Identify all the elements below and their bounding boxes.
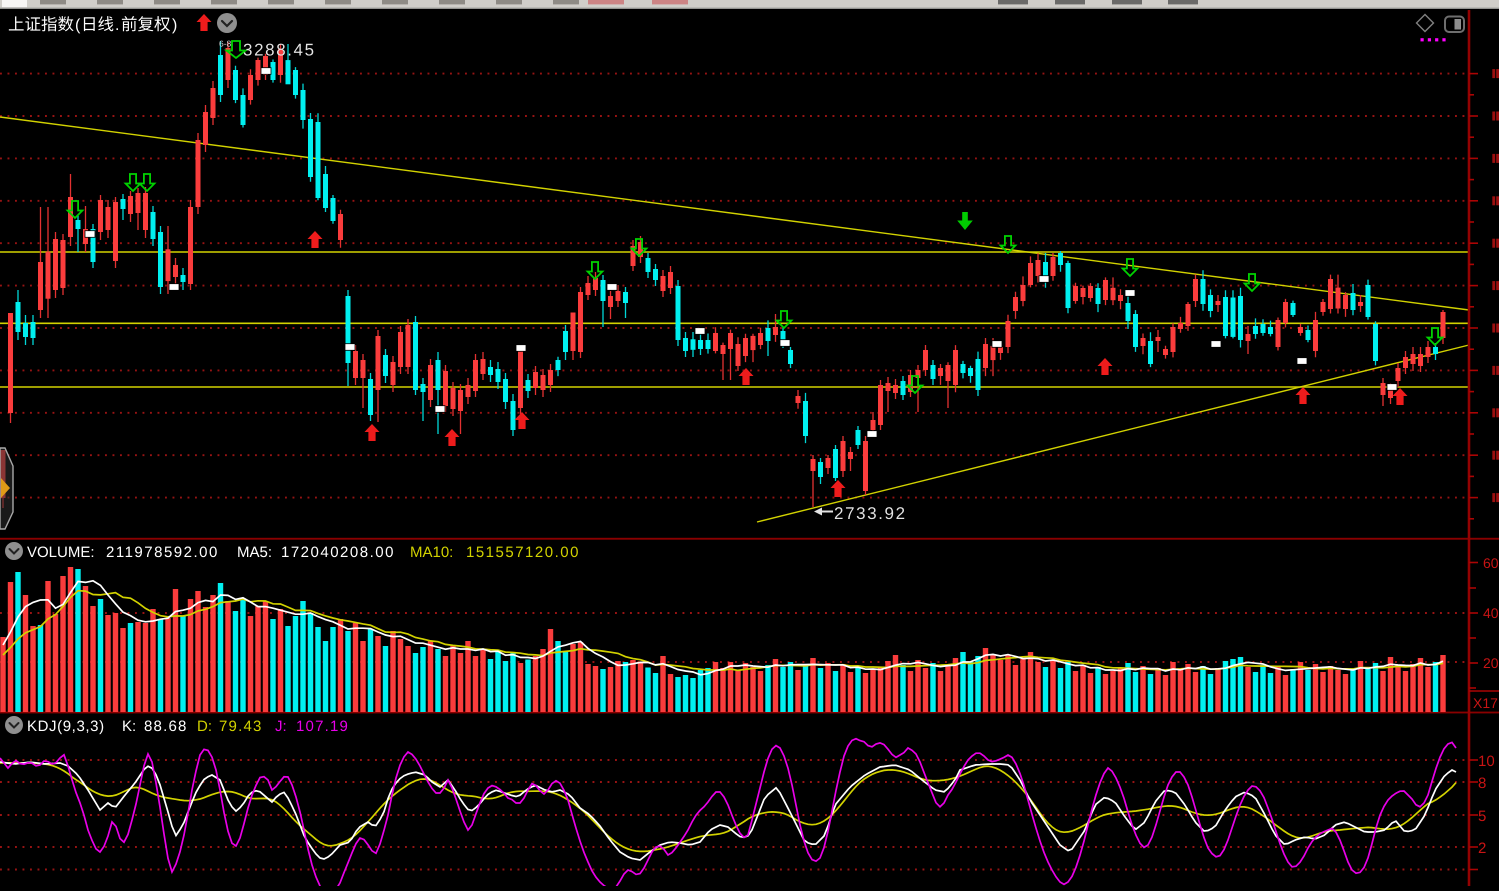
- svg-text:X17: X17: [1473, 695, 1498, 711]
- svg-text:88.68: 88.68: [144, 718, 188, 735]
- svg-text:6-8: 6-8: [219, 39, 232, 49]
- svg-text:D:: D:: [197, 718, 212, 735]
- svg-text:172040208.00: 172040208.00: [281, 544, 395, 561]
- svg-text:107.19: 107.19: [296, 718, 349, 735]
- svg-text:10: 10: [1478, 753, 1495, 770]
- svg-text:5: 5: [1478, 808, 1486, 825]
- svg-text:60: 60: [1483, 555, 1499, 571]
- svg-text:K:: K:: [122, 718, 136, 735]
- svg-text:VOLUME:: VOLUME:: [27, 544, 95, 561]
- svg-text:40: 40: [1483, 605, 1499, 621]
- svg-text:): ): [172, 17, 177, 34]
- svg-text:8: 8: [1478, 775, 1486, 792]
- svg-text:J:: J:: [275, 718, 287, 735]
- svg-text:MA5:: MA5:: [237, 544, 272, 561]
- svg-text:79.43: 79.43: [219, 718, 263, 735]
- svg-text:MA10:: MA10:: [410, 544, 453, 561]
- svg-text:211978592.00: 211978592.00: [106, 544, 219, 561]
- svg-text:.: .: [115, 17, 119, 34]
- svg-text:(: (: [75, 17, 81, 34]
- svg-text:KDJ(9,3,3): KDJ(9,3,3): [27, 718, 105, 735]
- svg-text:20: 20: [1483, 655, 1499, 671]
- svg-text:151557120.00: 151557120.00: [466, 544, 580, 561]
- svg-text:2: 2: [1478, 840, 1486, 857]
